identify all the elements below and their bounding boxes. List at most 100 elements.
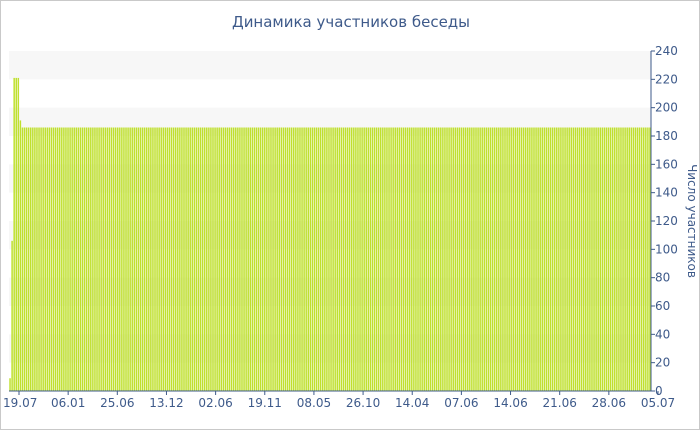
bar [547,127,550,391]
bar [553,127,556,391]
bar [636,127,639,391]
bar [531,127,533,391]
bar [189,127,191,391]
bar [421,127,423,391]
bar [100,127,102,391]
bar [545,127,548,391]
bar [520,127,523,391]
bar [11,240,13,391]
bar [143,127,146,391]
bar [632,127,635,391]
bar [400,127,403,391]
bar [607,127,610,391]
bar [605,127,608,391]
bar [500,127,502,391]
bar [446,127,448,391]
bar [272,127,274,391]
bars [9,77,651,392]
bar [257,127,260,391]
bar [81,127,84,391]
bar [371,127,374,391]
bar [355,127,357,391]
bar [419,127,421,391]
bar [549,127,552,391]
bar [475,127,477,391]
bar [566,127,568,391]
bar [498,127,500,391]
bar [560,127,562,391]
bar [79,127,82,391]
bar [452,127,454,391]
bar [206,127,208,391]
y-axis-label: Число участников [685,164,699,278]
bar [249,127,252,391]
bar [261,127,264,391]
bar [29,127,32,391]
bar [36,127,38,391]
bar [332,127,334,391]
bar [469,127,471,391]
bar [435,127,438,391]
bar [386,127,388,391]
bar [417,127,419,391]
bar [276,127,278,391]
bar [431,127,434,391]
x-tick-label: 14.04 [395,396,429,410]
bar [166,127,169,391]
bar [568,127,570,391]
bar [464,127,467,391]
bar [208,127,210,391]
chart-title: Динамика участников беседы [231,13,471,31]
bar [643,127,645,391]
bar [32,127,34,391]
bar [539,127,541,391]
bar [98,127,100,391]
bar [379,127,382,391]
bar [40,127,42,391]
bar [628,127,631,391]
y-tick-label: 60 [655,299,670,313]
bar [193,127,196,391]
bar [367,127,370,391]
bar [524,127,527,391]
bar [589,127,591,391]
bar [365,127,367,391]
bar [485,127,488,391]
bar [123,127,125,391]
bar [297,127,299,391]
bar [408,127,411,391]
bar [179,127,181,391]
bar [280,127,283,391]
bar [54,127,57,391]
bar [462,127,465,391]
bar [508,127,510,391]
x-tick-label: 28.06 [592,396,626,410]
bar [247,127,249,391]
bar [541,127,544,391]
y-tick-label: 140 [655,186,678,200]
bar [611,127,614,391]
bar [514,127,517,391]
bar [518,127,521,391]
bar [119,127,121,391]
bar [15,77,17,392]
bar [73,127,75,391]
bar [282,127,285,391]
bar [442,127,444,391]
bar [599,127,602,391]
y-tick-label: 120 [655,214,678,228]
bar [65,127,67,391]
bar [580,127,583,391]
bar [185,127,187,391]
bar [649,127,651,391]
bar [363,127,365,391]
bar [83,127,86,391]
bar [133,127,136,391]
bar [303,127,305,391]
bar [77,127,80,391]
y-tick-labels: 0 20 40 60 80 100 120 140 160 180 200 220 240 [655,44,678,398]
bar [69,127,71,391]
bar [578,127,581,391]
bar [427,127,430,391]
